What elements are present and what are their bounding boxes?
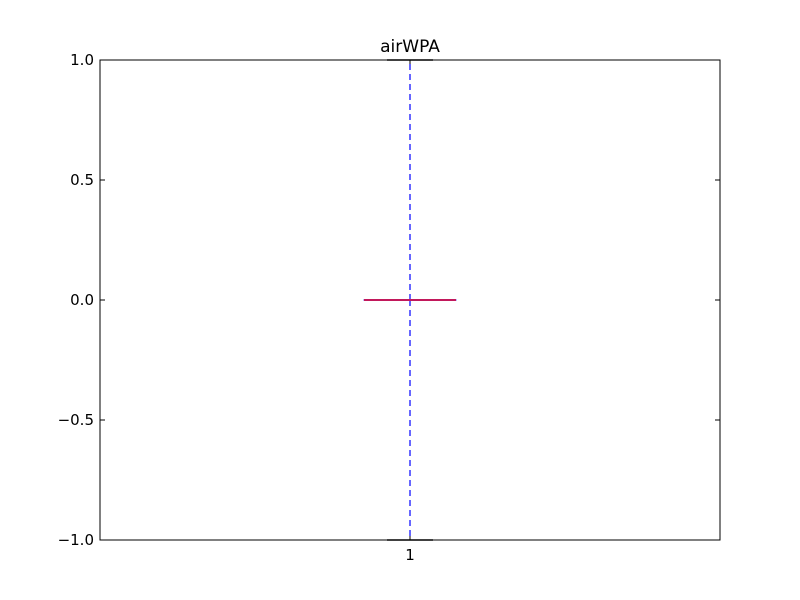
y-tick-label: −0.5 <box>58 411 94 429</box>
y-tick-label: 0.0 <box>70 291 94 309</box>
y-tick-label: −1.0 <box>58 531 94 549</box>
chart-title: airWPA <box>380 37 440 57</box>
plot-area: 1.0 0.5 0.0 −0.5 −1.0 1 <box>58 51 721 564</box>
y-tick-label: 0.5 <box>70 171 94 189</box>
x-tick-label: 1 <box>405 546 415 564</box>
y-tick-label: 1.0 <box>70 51 94 69</box>
